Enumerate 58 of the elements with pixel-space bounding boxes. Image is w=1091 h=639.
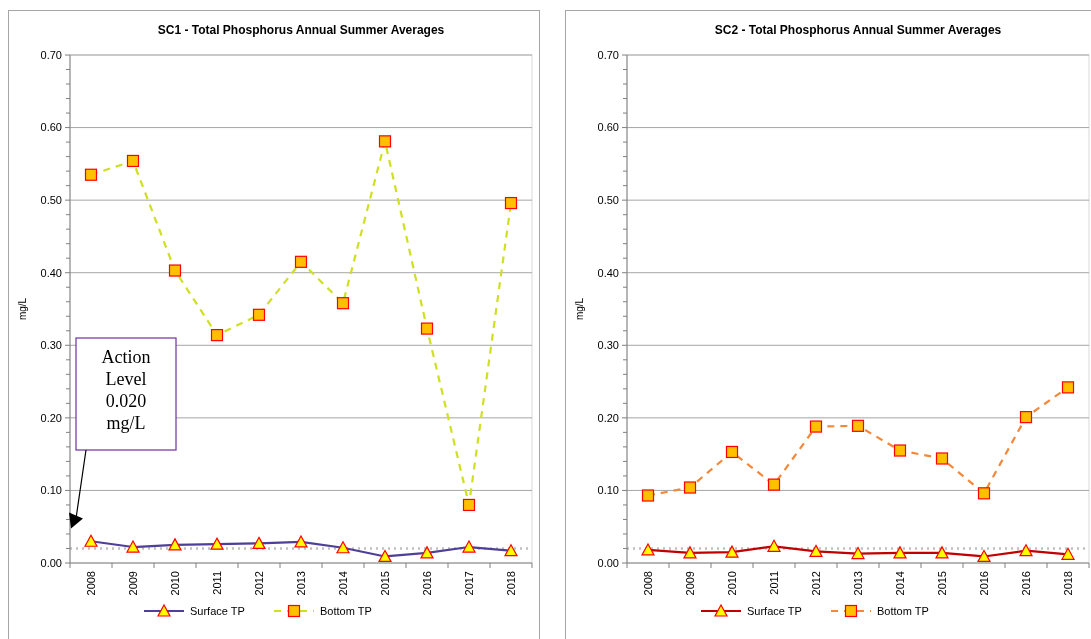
point <box>420 322 434 335</box>
y-tick-label: 0.60 <box>40 121 62 134</box>
x-tick-label: 2015 <box>378 571 391 596</box>
x-tick-label: 2013 <box>851 571 864 596</box>
y-tick-label: 0.20 <box>597 411 619 424</box>
y-tick-label: 0.70 <box>40 48 62 61</box>
point <box>462 498 476 512</box>
y-tick-label: 0.40 <box>40 266 62 279</box>
y-tick-label: 0.50 <box>40 193 62 206</box>
legend-label: Bottom TP <box>320 604 372 617</box>
x-tick-label: 2016 <box>977 571 990 596</box>
point <box>210 329 224 342</box>
point <box>336 297 350 310</box>
legend-label: Surface TP <box>747 604 802 617</box>
y-tick-label: 0.10 <box>597 484 619 497</box>
y-tick-label: 0.00 <box>597 556 619 569</box>
x-tick-label: 2014 <box>893 571 906 596</box>
x-tick-label: 2014 <box>336 571 349 596</box>
x-tick-label: 2012 <box>809 571 822 596</box>
y-tick-label: 0.40 <box>597 266 619 279</box>
x-tick-label: 2016 <box>1019 571 1032 596</box>
annotation: Action Level 0.020 mg/L <box>101 347 151 433</box>
x-tick-label: 2018 <box>1061 571 1074 596</box>
y-tick-label: 0.30 <box>597 339 619 352</box>
chart-title: SC1 - Total Phosphorus Annual Summer Averages <box>157 23 445 37</box>
x-tick-label: 2018 <box>504 571 517 596</box>
x-tick-label: 2015 <box>935 571 948 596</box>
y-tick-label: 0.50 <box>597 193 619 206</box>
x-tick-label: 2016 <box>420 571 433 596</box>
y-tick-label: 0.00 <box>40 556 62 569</box>
x-tick-label: 2012 <box>252 571 265 596</box>
point <box>504 196 518 210</box>
x-tick-label: 2008 <box>84 571 97 596</box>
y-axis-title: mg/L <box>574 297 585 321</box>
x-tick-label: 2009 <box>683 571 696 596</box>
y-tick-label: 0.10 <box>40 484 62 497</box>
x-tick-label: 2011 <box>767 571 780 595</box>
x-tick-label: 2013 <box>294 571 307 596</box>
x-tick-label: 2009 <box>126 571 139 596</box>
legend-label: Surface TP <box>190 604 245 617</box>
point <box>252 308 266 321</box>
y-tick-label: 0.30 <box>40 339 62 352</box>
point <box>84 168 98 181</box>
x-tick-label: 2011 <box>210 571 223 595</box>
x-tick-label: 2008 <box>641 571 654 596</box>
point <box>168 264 182 277</box>
legend-label: Bottom TP <box>877 604 929 617</box>
y-tick-label: 0.60 <box>597 121 619 134</box>
y-tick-label: 0.20 <box>40 411 62 424</box>
x-tick-label: 2017 <box>462 571 475 596</box>
y-axis-title: mg/L <box>17 297 28 321</box>
chart-title: SC2 - Total Phosphorus Annual Summer Averages <box>714 23 1002 37</box>
point <box>378 135 392 148</box>
x-tick-label: 2010 <box>725 571 738 596</box>
point <box>294 255 308 268</box>
x-tick-label: 2010 <box>168 571 181 596</box>
point <box>126 154 140 168</box>
y-tick-label: 0.70 <box>597 48 619 61</box>
